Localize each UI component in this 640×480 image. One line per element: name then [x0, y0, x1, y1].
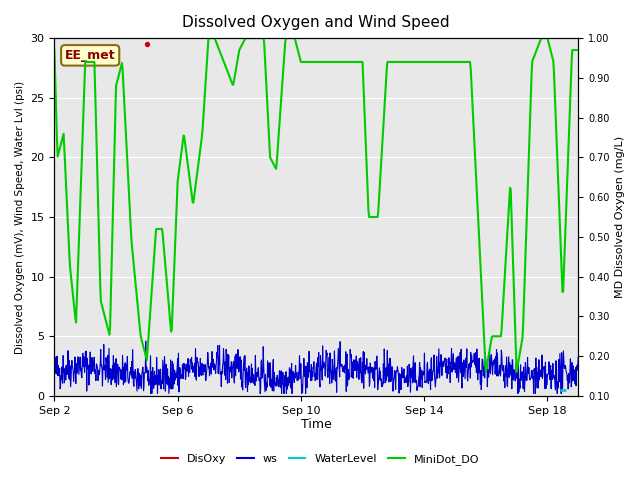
Point [557, 386, 568, 394]
X-axis label: Time: Time [301, 419, 332, 432]
Text: EE_met: EE_met [65, 49, 115, 62]
Point [141, 40, 152, 48]
Y-axis label: MD Dissolved Oxygen (mg/L): MD Dissolved Oxygen (mg/L) [615, 136, 625, 298]
Y-axis label: Dissolved Oxygen (mV), Wind Speed, Water Lvl (psi): Dissolved Oxygen (mV), Wind Speed, Water… [15, 81, 25, 354]
Title: Dissolved Oxygen and Wind Speed: Dissolved Oxygen and Wind Speed [182, 15, 450, 30]
Legend: DisOxy, ws, WaterLevel, MiniDot_DO: DisOxy, ws, WaterLevel, MiniDot_DO [157, 450, 483, 469]
